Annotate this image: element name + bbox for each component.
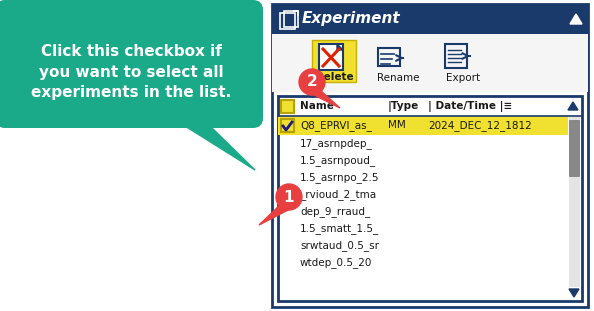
FancyBboxPatch shape [278,116,568,135]
FancyBboxPatch shape [569,117,580,287]
Polygon shape [337,44,343,50]
Polygon shape [259,205,294,225]
Text: srwtaud_0.5_sr: srwtaud_0.5_sr [300,240,379,251]
Text: 1.5_asrnpo_2.5: 1.5_asrnpo_2.5 [300,172,380,183]
Text: Export: Export [446,73,480,83]
Text: Experiment: Experiment [302,12,400,26]
Text: 2024_DEC_12_1812: 2024_DEC_12_1812 [428,120,532,131]
FancyBboxPatch shape [281,100,294,113]
Polygon shape [569,289,579,297]
Text: |Type: |Type [388,100,419,112]
FancyBboxPatch shape [278,96,582,301]
Text: Click this checkbox if
you want to select all
experiments in the list.: Click this checkbox if you want to selec… [31,44,231,100]
Text: Name: Name [300,101,334,111]
FancyBboxPatch shape [312,40,356,82]
FancyBboxPatch shape [272,34,588,92]
Text: 1.5_asrnpoud_: 1.5_asrnpoud_ [300,155,376,166]
Polygon shape [308,90,340,108]
Text: | Date/Time |≡: | Date/Time |≡ [428,100,512,112]
Text: Delete: Delete [315,72,353,82]
FancyBboxPatch shape [272,4,588,307]
Text: 1.5_smatt_1.5_: 1.5_smatt_1.5_ [300,223,379,234]
FancyBboxPatch shape [569,120,580,177]
Text: wtdep_0.5_20: wtdep_0.5_20 [300,257,372,268]
Text: dep_9_rraud_: dep_9_rraud_ [300,206,370,217]
Text: Q8_EPRVI_as_: Q8_EPRVI_as_ [300,120,372,131]
Text: 17_asrnpdep_: 17_asrnpdep_ [300,138,373,149]
FancyBboxPatch shape [281,119,294,132]
FancyBboxPatch shape [319,44,343,70]
Text: _rvioud_2_tma: _rvioud_2_tma [300,189,376,200]
Polygon shape [570,14,582,24]
Circle shape [276,184,302,210]
Circle shape [299,69,325,95]
Polygon shape [185,126,255,170]
Text: 1: 1 [284,189,294,205]
Text: 2: 2 [307,75,317,90]
FancyBboxPatch shape [272,4,588,34]
Polygon shape [568,102,578,110]
FancyBboxPatch shape [0,0,263,128]
Text: MM: MM [388,120,406,131]
Text: Rename: Rename [377,73,419,83]
